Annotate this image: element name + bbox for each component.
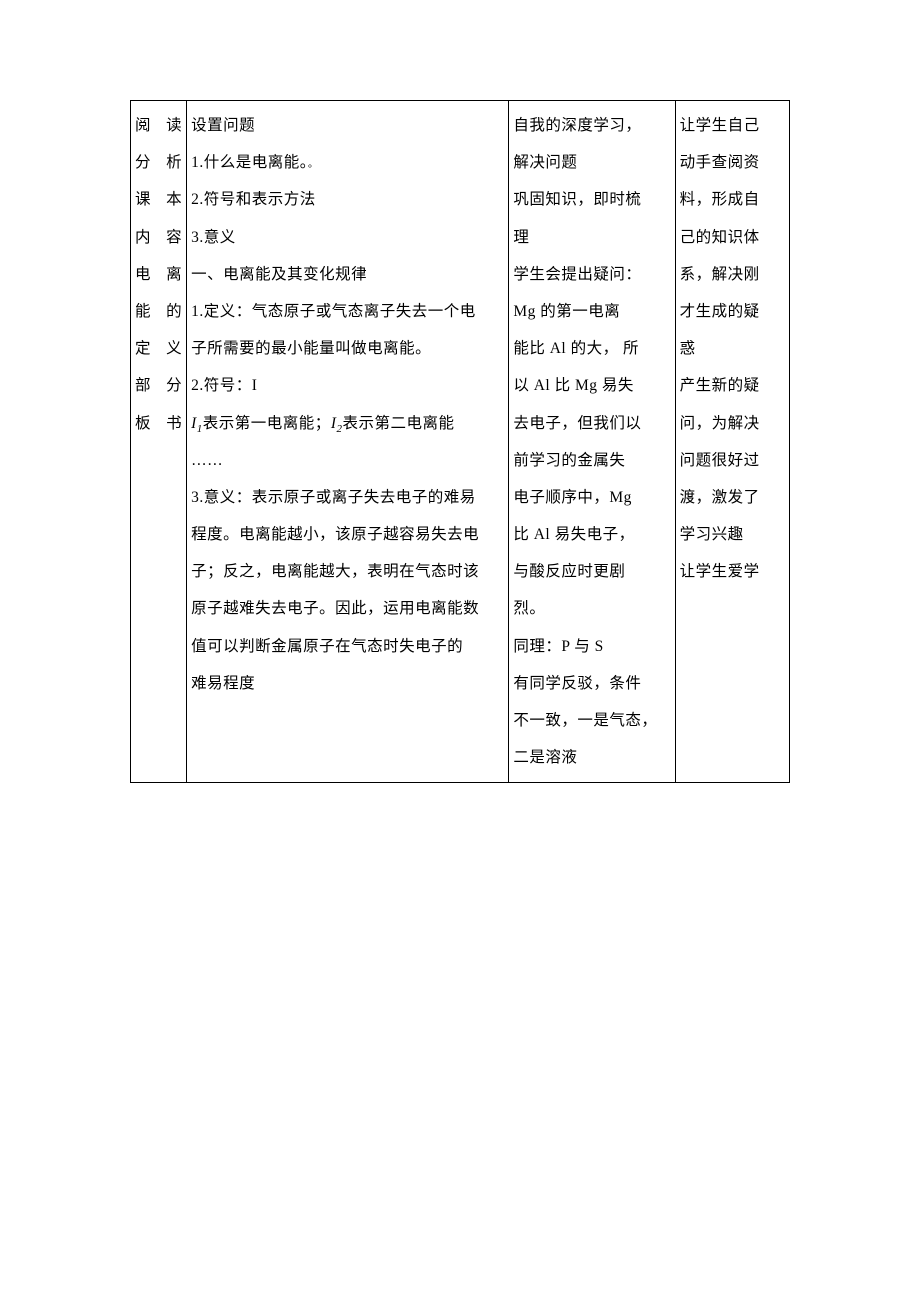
text: 料，形成自 (680, 181, 785, 218)
text: 前学习的金属失 (513, 442, 670, 479)
text: 渡，激发了 (680, 479, 785, 516)
cell-design-intent: 让学生自己 动手查阅资 料，形成自 己的知识体 系，解决刚 才生成的疑 惑 产生… (675, 101, 789, 783)
text: 烈。 (513, 590, 670, 627)
text: 比 Al 易失电子， (513, 516, 670, 553)
text: 巩固知识，即时梳 (513, 181, 670, 218)
text: 去电子，但我们以 (513, 405, 670, 442)
text: 课 本 (135, 181, 182, 218)
text: 原子越难失去电子。因此，运用电离能数 (191, 590, 504, 627)
text: 2.符号：I (191, 367, 504, 404)
cell-teacher-activity: 设置问题 1.什么是电离能。。 2.符号和表示方法 3.意义 一、电离能及其变化… (187, 101, 509, 783)
text: 有同学反驳，条件 (513, 665, 670, 702)
text: 电 离 (135, 256, 182, 293)
text: 1.什么是电离能。。 (191, 144, 504, 181)
text: 让学生自己 (680, 107, 785, 144)
text: 才生成的疑 (680, 293, 785, 330)
document-page: 阅 读 分 析 课 本 内 容 电 离 能 的 定 义 部 分 板 书 设置问题… (0, 0, 920, 1302)
text: I1表示第一电离能；I2表示第二电离能 (191, 405, 504, 442)
text: 3.意义 (191, 219, 504, 256)
text: 2.符号和表示方法 (191, 181, 504, 218)
text: 以 Al 比 Mg 易失 (513, 367, 670, 404)
text: 板 书 (135, 405, 182, 442)
text: 值可以判断金属原子在气态时失电子的 (191, 628, 504, 665)
text: 自我的深度学习， (513, 107, 670, 144)
text: 定 义 (135, 330, 182, 367)
text: 阅 读 (135, 107, 182, 144)
text: 子所需要的最小能量叫做电离能。 (191, 330, 504, 367)
text: 学生会提出疑问： (513, 256, 670, 293)
text: 表示第一电离能； (203, 415, 331, 432)
text: 分 析 (135, 144, 182, 181)
lesson-plan-table: 阅 读 分 析 课 本 内 容 电 离 能 的 定 义 部 分 板 书 设置问题… (130, 100, 790, 783)
text: 问题很好过 (680, 442, 785, 479)
text: 。 (308, 159, 319, 170)
text: 学习兴趣 (680, 516, 785, 553)
cell-student-activity: 自我的深度学习， 解决问题 巩固知识，即时梳 理 学生会提出疑问： Mg 的第一… (509, 101, 675, 783)
text: 己的知识体 (680, 219, 785, 256)
cell-stage-label: 阅 读 分 析 课 本 内 容 电 离 能 的 定 义 部 分 板 书 (131, 101, 187, 783)
text: 不一致，一是气态， (513, 702, 670, 739)
text: 同理：P 与 S (513, 628, 670, 665)
text: 1.定义：气态原子或气态离子失去一个电 (191, 293, 504, 330)
text: 理 (513, 219, 670, 256)
text: 能 的 (135, 293, 182, 330)
text: 程度。电离能越小，该原子越容易失去电 (191, 516, 504, 553)
text: 部 分 (135, 367, 182, 404)
text: 让学生爱学 (680, 553, 785, 590)
text: 产生新的疑 (680, 367, 785, 404)
text: 二是溶液 (513, 739, 670, 776)
text: 问，为解决 (680, 405, 785, 442)
text: 难易程度 (191, 665, 504, 702)
text: 设置问题 (191, 107, 504, 144)
text: 电子顺序中，Mg (513, 479, 670, 516)
text: 系，解决刚 (680, 256, 785, 293)
text: 能比 Al 的大， 所 (513, 330, 670, 367)
text: 惑 (680, 330, 785, 367)
text: 1.什么是电离能。 (191, 154, 308, 171)
text: 子；反之，电离能越大，表明在气态时该 (191, 553, 504, 590)
table-row: 阅 读 分 析 课 本 内 容 电 离 能 的 定 义 部 分 板 书 设置问题… (131, 101, 790, 783)
text: …… (191, 442, 504, 479)
text: 表示第二电离能 (342, 415, 454, 432)
text: 内 容 (135, 219, 182, 256)
text: 解决问题 (513, 144, 670, 181)
text: 一、电离能及其变化规律 (191, 256, 504, 293)
text: 与酸反应时更剧 (513, 553, 670, 590)
text: 3.意义：表示原子或离子失去电子的难易 (191, 479, 504, 516)
text: Mg 的第一电离 (513, 293, 670, 330)
text: 动手查阅资 (680, 144, 785, 181)
